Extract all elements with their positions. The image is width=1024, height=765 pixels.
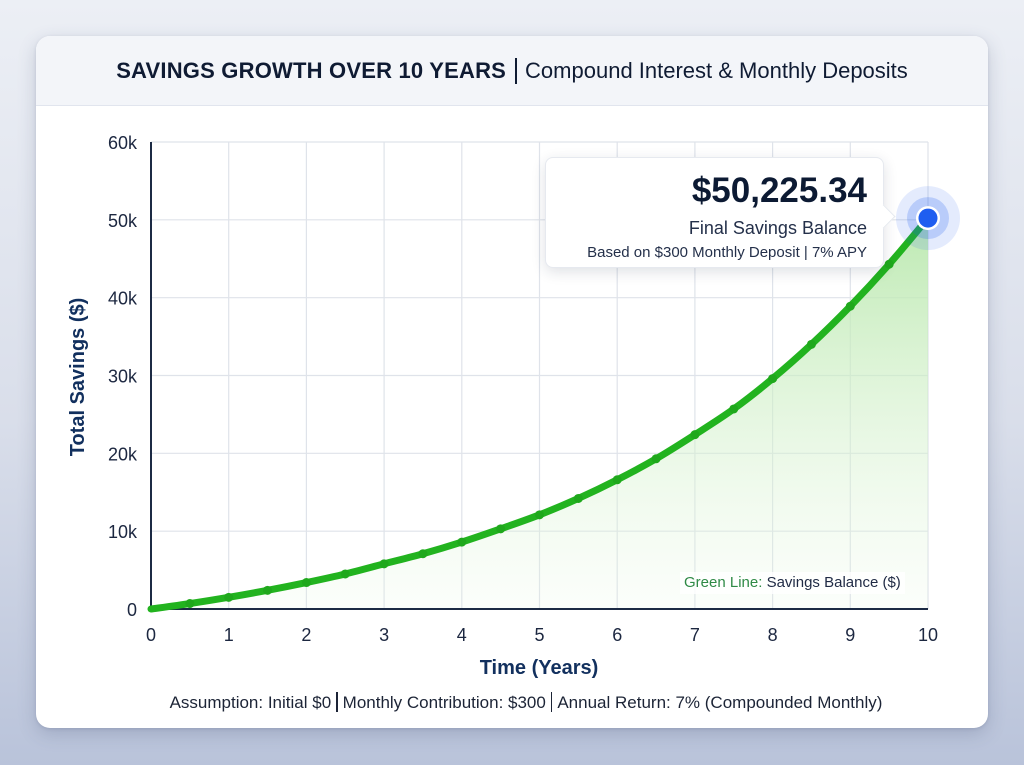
x-axis-ticks: 0 1 2 3 4 5 6 7 8 9 10 bbox=[146, 625, 938, 645]
assumption-contribution: Monthly Contribution: $300 bbox=[342, 693, 546, 712]
marker-dot bbox=[918, 208, 938, 228]
y-tick-label: 50k bbox=[108, 211, 138, 231]
data-point bbox=[418, 549, 428, 559]
data-point bbox=[729, 404, 739, 414]
data-point bbox=[573, 493, 583, 503]
data-point bbox=[301, 578, 311, 588]
data-point bbox=[224, 592, 234, 602]
x-tick-label: 3 bbox=[379, 625, 389, 645]
assumption-return: Annual Return: 7% (Compounded Monthly) bbox=[557, 693, 883, 712]
assumption-divider bbox=[336, 692, 338, 712]
x-tick-label: 5 bbox=[534, 625, 544, 645]
data-point bbox=[690, 430, 700, 440]
assumption-divider bbox=[550, 692, 553, 712]
y-tick-label: 60k bbox=[108, 133, 138, 153]
data-point bbox=[845, 301, 855, 311]
x-tick-label: 9 bbox=[845, 625, 855, 645]
data-point bbox=[496, 524, 506, 534]
x-tick-label: 2 bbox=[301, 625, 311, 645]
final-balance-basis: Based on $300 Monthly Deposit | 7% APY bbox=[587, 244, 867, 261]
x-tick-label: 4 bbox=[457, 625, 467, 645]
y-tick-label: 0 bbox=[127, 600, 137, 620]
x-tick-label: 10 bbox=[918, 625, 938, 645]
y-tick-label: 10k bbox=[108, 522, 138, 542]
data-point bbox=[457, 537, 467, 547]
x-tick-label: 7 bbox=[690, 625, 700, 645]
title-divider bbox=[515, 57, 518, 84]
data-point bbox=[535, 510, 544, 520]
data-markers bbox=[185, 259, 894, 609]
final-balance-tooltip: $50,225.34 Final Savings Balance Based o… bbox=[545, 157, 884, 268]
x-tick-label: 1 bbox=[224, 625, 234, 645]
chart-header: SAVINGS GROWTH OVER 10 YEARS Compound In… bbox=[36, 36, 988, 106]
y-axis-title: Total Savings ($) bbox=[67, 298, 89, 457]
final-balance-value: $50,225.34 bbox=[691, 171, 867, 210]
legend: Green Line: Savings Balance ($) bbox=[680, 572, 905, 594]
chart-subtitle: Compound Interest & Monthly Deposits bbox=[525, 57, 908, 83]
area-fill bbox=[151, 218, 928, 609]
data-point bbox=[651, 454, 661, 464]
data-point bbox=[379, 559, 389, 569]
x-axis-title: Time (Years) bbox=[480, 657, 599, 679]
y-tick-label: 40k bbox=[108, 289, 138, 309]
legend-key: Green Line: bbox=[684, 574, 763, 591]
final-balance-marker[interactable] bbox=[896, 186, 960, 251]
data-point bbox=[263, 585, 273, 595]
assumption-note: Assumption: Initial $0 Monthly Contributi… bbox=[0, 692, 1024, 713]
assumption-initial: Assumption: Initial $0 bbox=[169, 693, 332, 712]
final-balance-label: Final Savings Balance bbox=[688, 218, 867, 238]
axes bbox=[150, 142, 928, 610]
data-point bbox=[340, 569, 350, 579]
data-point bbox=[806, 339, 816, 349]
y-axis-ticks: 0 10k 20k 30k 40k 50k 60k bbox=[108, 133, 138, 620]
data-point bbox=[612, 475, 622, 485]
data-point bbox=[884, 259, 894, 269]
data-point bbox=[185, 599, 195, 609]
y-tick-label: 30k bbox=[108, 367, 138, 387]
x-axis-title-wrap: Time (Years) bbox=[0, 652, 1024, 682]
data-point bbox=[768, 374, 778, 384]
x-tick-label: 0 bbox=[146, 625, 156, 645]
chart-title: SAVINGS GROWTH OVER 10 YEARS bbox=[116, 57, 507, 83]
legend-label: Savings Balance ($) bbox=[766, 574, 901, 591]
x-tick-label: 6 bbox=[612, 625, 622, 645]
x-tick-label: 8 bbox=[768, 625, 778, 645]
y-tick-label: 20k bbox=[108, 444, 138, 464]
